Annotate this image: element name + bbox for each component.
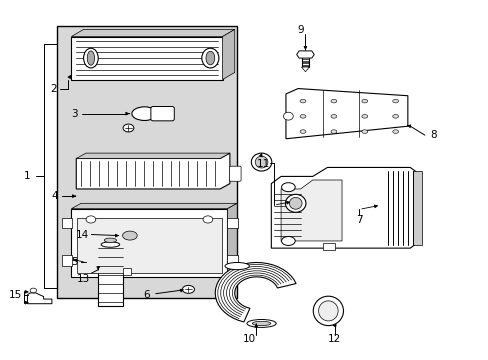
Ellipse shape [87, 51, 94, 65]
Bar [227, 255, 238, 266]
Ellipse shape [202, 48, 219, 68]
Text: 6: 6 [143, 291, 150, 301]
Bar [227, 218, 238, 228]
Ellipse shape [118, 228, 142, 243]
Ellipse shape [300, 130, 305, 134]
Polygon shape [71, 209, 227, 277]
FancyBboxPatch shape [151, 107, 174, 121]
Bar [77, 219, 221, 273]
Bar [412, 171, 421, 244]
Text: 14: 14 [76, 230, 89, 239]
Ellipse shape [300, 99, 305, 103]
Ellipse shape [83, 48, 98, 68]
Polygon shape [227, 203, 237, 277]
Text: 4: 4 [51, 191, 58, 201]
Ellipse shape [361, 130, 367, 134]
Ellipse shape [392, 130, 398, 134]
Ellipse shape [300, 114, 305, 118]
Polygon shape [301, 67, 309, 72]
Ellipse shape [203, 216, 212, 223]
Ellipse shape [330, 99, 336, 103]
Text: 15: 15 [9, 291, 22, 301]
Ellipse shape [252, 321, 270, 325]
Ellipse shape [283, 112, 293, 120]
Ellipse shape [330, 114, 336, 118]
Bar [98, 246, 122, 306]
Polygon shape [281, 180, 341, 241]
Ellipse shape [123, 124, 134, 132]
Ellipse shape [392, 99, 398, 103]
Polygon shape [76, 153, 229, 158]
Ellipse shape [182, 285, 194, 293]
Ellipse shape [104, 238, 116, 242]
Text: 8: 8 [429, 130, 436, 140]
Ellipse shape [281, 183, 295, 192]
Ellipse shape [281, 237, 295, 246]
Ellipse shape [289, 197, 302, 209]
Ellipse shape [101, 242, 120, 247]
Ellipse shape [205, 51, 214, 65]
Text: 10: 10 [243, 333, 255, 343]
Ellipse shape [313, 296, 343, 325]
Ellipse shape [30, 288, 37, 293]
Ellipse shape [86, 216, 96, 223]
Polygon shape [222, 30, 234, 80]
Polygon shape [215, 262, 296, 322]
Ellipse shape [251, 153, 271, 171]
Ellipse shape [330, 130, 336, 134]
Polygon shape [71, 203, 237, 209]
Ellipse shape [122, 231, 137, 240]
Polygon shape [71, 37, 222, 80]
Ellipse shape [392, 114, 398, 118]
Ellipse shape [361, 99, 367, 103]
Bar [57, 26, 237, 298]
Bar [122, 268, 131, 275]
Bar [322, 243, 334, 250]
Ellipse shape [132, 107, 157, 121]
Text: 2: 2 [50, 84, 57, 94]
Bar [61, 218, 72, 228]
Polygon shape [296, 51, 314, 58]
Polygon shape [71, 30, 234, 37]
Text: 1: 1 [24, 171, 31, 181]
Ellipse shape [318, 301, 337, 321]
Polygon shape [285, 89, 407, 139]
Ellipse shape [285, 194, 305, 212]
Ellipse shape [361, 114, 367, 118]
Ellipse shape [255, 156, 267, 168]
Polygon shape [76, 153, 229, 189]
Polygon shape [271, 167, 417, 248]
Text: 12: 12 [327, 333, 341, 343]
Text: 3: 3 [71, 109, 78, 119]
FancyBboxPatch shape [229, 166, 241, 181]
Text: 7: 7 [355, 215, 362, 225]
Text: 5: 5 [71, 257, 78, 267]
Text: 11: 11 [256, 159, 269, 169]
Text: 13: 13 [77, 274, 90, 284]
Text: 9: 9 [297, 26, 303, 35]
Polygon shape [27, 293, 52, 304]
Bar [61, 255, 72, 266]
Ellipse shape [246, 319, 276, 327]
Ellipse shape [224, 262, 249, 270]
